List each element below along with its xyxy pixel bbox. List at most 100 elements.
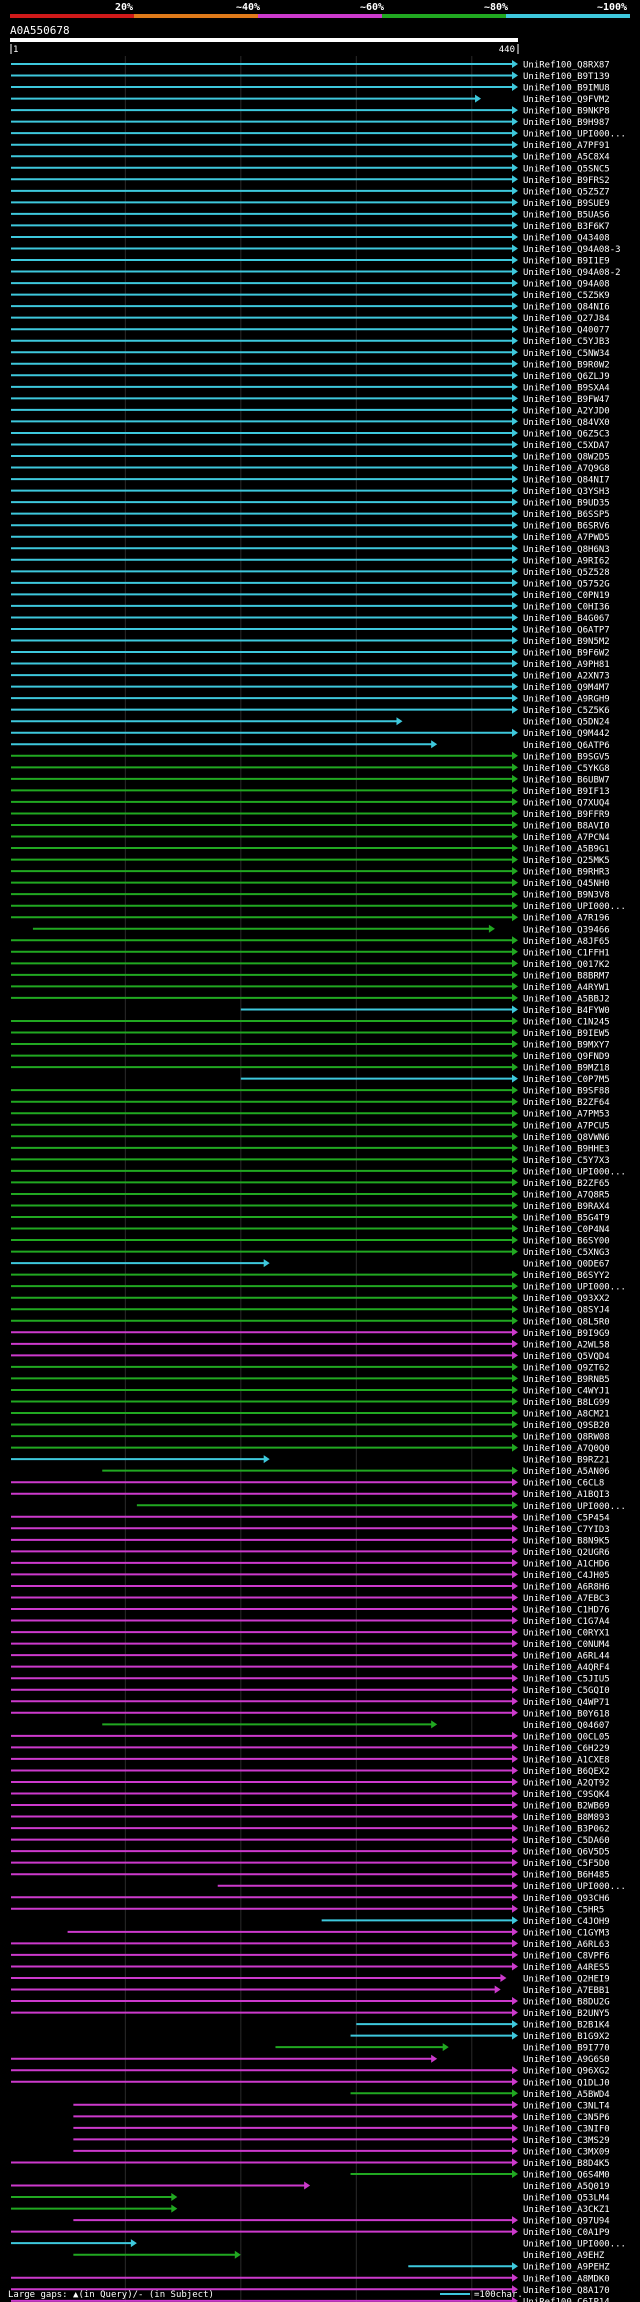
hit-row[interactable]: UniRef100_Q53LM4 <box>11 2193 610 2204</box>
hit-label[interactable]: UniRef100_B2B1K4 <box>523 2021 610 2031</box>
hit-label[interactable]: UniRef100_A5BBJ2 <box>523 994 610 1004</box>
hit-label[interactable]: UniRef100_B6UBW7 <box>523 775 610 785</box>
hit-row[interactable]: UniRef100_B9T139 <box>11 71 610 83</box>
hit-row[interactable]: UniRef100_Q6ATP7 <box>11 624 610 636</box>
hit-row[interactable]: UniRef100_B8M893 <box>11 1812 610 1824</box>
hit-label[interactable]: UniRef100_C0A1P9 <box>523 2228 610 2238</box>
hit-label[interactable]: UniRef100_Q5SNC5 <box>523 164 610 174</box>
hit-row[interactable]: UniRef100_Q84NI7 <box>11 475 610 486</box>
hit-row[interactable]: UniRef100_C5Z5K9 <box>11 290 610 302</box>
hit-row[interactable]: UniRef100_C1FFH1 <box>11 947 610 959</box>
hit-label[interactable]: UniRef100_C5DA60 <box>523 1836 610 1846</box>
hit-label[interactable]: UniRef100_B9SGV5 <box>523 752 610 762</box>
hit-row[interactable]: UniRef100_B9IEW5 <box>11 1028 610 1040</box>
hit-row[interactable]: UniRef100_A6RL63 <box>11 1939 610 1950</box>
hit-row[interactable]: UniRef100_A9PEHZ <box>408 2262 610 2273</box>
hit-row[interactable]: UniRef100_Q94A08-2 <box>11 267 621 279</box>
hit-label[interactable]: UniRef100_B2WB69 <box>523 1802 610 1812</box>
hit-label[interactable]: UniRef100_B9FRS2 <box>523 176 610 186</box>
hit-label[interactable]: UniRef100_C1N245 <box>523 1017 610 1027</box>
hit-row[interactable]: UniRef100_B9N5M2 <box>11 636 610 648</box>
hit-row[interactable]: UniRef100_C5Y7X3 <box>11 1155 610 1166</box>
hit-label[interactable]: UniRef100_B6SRV6 <box>523 522 610 532</box>
hit-row[interactable]: UniRef100_Q94A08 <box>11 279 610 290</box>
hit-label[interactable]: UniRef100_B9MXY7 <box>523 1041 610 1051</box>
hit-label[interactable]: UniRef100_Q40077 <box>523 326 610 336</box>
hit-label[interactable]: UniRef100_Q53LM4 <box>523 2194 610 2204</box>
hit-label[interactable]: UniRef100_A7PCU5 <box>523 1121 610 1131</box>
hit-label[interactable]: UniRef100_A4QRF4 <box>523 1663 610 1673</box>
hit-label[interactable]: UniRef100_A4RYW1 <box>523 983 610 993</box>
hit-label[interactable]: UniRef100_C7YID3 <box>523 1525 610 1535</box>
hit-row[interactable]: UniRef100_Q8SYJ4 <box>11 1305 610 1316</box>
hit-row[interactable]: UniRef100_A7EBC3 <box>11 1593 610 1604</box>
hit-row[interactable]: UniRef100_C1G7A4 <box>11 1616 610 1628</box>
hit-label[interactable]: UniRef100_C0NUM4 <box>523 1640 610 1650</box>
hit-row[interactable]: UniRef100_Q9ZT62 <box>11 1362 610 1374</box>
hit-label[interactable]: UniRef100_B9NKP8 <box>523 107 610 117</box>
hit-row[interactable]: UniRef100_A1BQI3 <box>11 1489 610 1501</box>
hit-label[interactable]: UniRef100_B2UNY5 <box>523 2009 610 2019</box>
hit-row[interactable]: UniRef100_B2UNY5 <box>11 2008 610 2020</box>
hit-label[interactable]: UniRef100_Q9M4M7 <box>523 683 610 693</box>
hit-label[interactable]: UniRef100_B9H987 <box>523 118 610 128</box>
hit-row[interactable]: UniRef100_Q27J84 <box>11 313 610 325</box>
hit-row[interactable]: UniRef100_B9IF13 <box>11 786 610 797</box>
hit-label[interactable]: UniRef100_Q2UGR6 <box>523 1548 610 1558</box>
hit-label[interactable]: UniRef100_C0P7M5 <box>523 1075 610 1085</box>
hit-row[interactable]: UniRef100_B6SYY2 <box>11 1270 610 1282</box>
hit-row[interactable]: UniRef100_Q39466 <box>32 924 610 936</box>
hit-row[interactable]: UniRef100_Q6Z5C3 <box>11 428 610 440</box>
hit-label[interactable]: UniRef100_Q6ATP7 <box>523 625 610 635</box>
hit-label[interactable]: UniRef100_Q04607 <box>523 1721 610 1731</box>
hit-label[interactable]: UniRef100_B6H485 <box>523 1871 610 1881</box>
hit-label[interactable]: UniRef100_Q5Z528 <box>523 568 610 578</box>
hit-label[interactable]: UniRef100_C5YKG8 <box>523 764 610 774</box>
hit-label[interactable]: UniRef100_A9RGH9 <box>523 695 610 705</box>
hit-row[interactable]: UniRef100_B9MZ18 <box>11 1063 610 1074</box>
hit-row[interactable]: UniRef100_B6SSP5 <box>11 509 610 520</box>
hit-row[interactable]: UniRef100_A5BBJ2 <box>11 993 610 1005</box>
hit-row[interactable]: UniRef100_Q017K2 <box>11 959 610 970</box>
hit-label[interactable]: UniRef100_Q94A08 <box>523 280 610 290</box>
hit-label[interactable]: UniRef100_C5YJB3 <box>523 337 610 347</box>
hit-row[interactable]: UniRef100_A7PF91 <box>11 140 610 152</box>
hit-row[interactable]: UniRef100_B8N9K5 <box>11 1535 610 1547</box>
hit-label[interactable]: UniRef100_Q93XX2 <box>523 1294 610 1304</box>
hit-row[interactable]: UniRef100_A5B9G1 <box>11 844 610 855</box>
hit-label[interactable]: UniRef100_B3F6K7 <box>523 222 610 232</box>
hit-row[interactable]: UniRef100_C4JOH9 <box>321 1916 610 1927</box>
hit-row[interactable]: UniRef100_C1HD76 <box>11 1605 610 1616</box>
hit-label[interactable]: UniRef100_C1FFH1 <box>523 948 610 958</box>
hit-row[interactable]: UniRef100_C3MX09 <box>73 2146 610 2158</box>
hit-label[interactable]: UniRef100_Q0CL05 <box>523 1732 610 1742</box>
hit-label[interactable]: UniRef100_Q9SB20 <box>523 1421 610 1431</box>
hit-label[interactable]: UniRef100_Q6S4M0 <box>523 2170 610 2180</box>
hit-label[interactable]: UniRef100_UPI000... <box>523 130 626 140</box>
hit-row[interactable]: UniRef100_C0NUM4 <box>11 1639 610 1651</box>
hit-label[interactable]: UniRef100_A9EHZ <box>523 2251 605 2261</box>
hit-label[interactable]: UniRef100_A6RL44 <box>523 1652 610 1662</box>
hit-label[interactable]: UniRef100_A5C8X4 <box>523 153 610 163</box>
hit-row[interactable]: UniRef100_Q84NI6 <box>11 302 610 313</box>
hit-row[interactable]: UniRef100_A7PWD5 <box>11 532 610 544</box>
hit-label[interactable]: UniRef100_A6R8H6 <box>523 1582 610 1592</box>
hit-row[interactable]: UniRef100_C5Z5K6 <box>11 705 610 717</box>
hit-label[interactable]: UniRef100_B8D4K5 <box>523 2159 610 2169</box>
hit-row[interactable]: UniRef100_Q1DLJ0 <box>11 2077 610 2089</box>
hit-label[interactable]: UniRef100_C5HR5 <box>523 1905 604 1915</box>
hit-label[interactable]: UniRef100_B8AVI0 <box>523 821 610 831</box>
hit-label[interactable]: UniRef100_C5XDA7 <box>523 441 610 451</box>
hit-label[interactable]: UniRef100_B6SYY2 <box>523 1271 610 1281</box>
hit-label[interactable]: UniRef100_B9SUE9 <box>523 199 610 209</box>
hit-label[interactable]: UniRef100_C3MX09 <box>523 2147 610 2157</box>
hit-row[interactable]: UniRef100_C8VPF6 <box>11 1950 610 1962</box>
hit-label[interactable]: UniRef100_C1G7A4 <box>523 1617 610 1627</box>
hit-label[interactable]: UniRef100_A9PEHZ <box>523 2263 610 2273</box>
hit-row[interactable]: UniRef100_B9FRS2 <box>11 175 610 186</box>
hit-label[interactable]: UniRef100_C9SQK4 <box>523 1790 610 1800</box>
hit-row[interactable]: UniRef100_A7PCN4 <box>11 832 610 844</box>
hit-row[interactable]: UniRef100_C5P454 <box>11 1512 610 1524</box>
hit-row[interactable]: UniRef100_Q7XUQ4 <box>11 797 610 809</box>
hit-row[interactable]: UniRef100_Q8RW08 <box>11 1432 610 1443</box>
